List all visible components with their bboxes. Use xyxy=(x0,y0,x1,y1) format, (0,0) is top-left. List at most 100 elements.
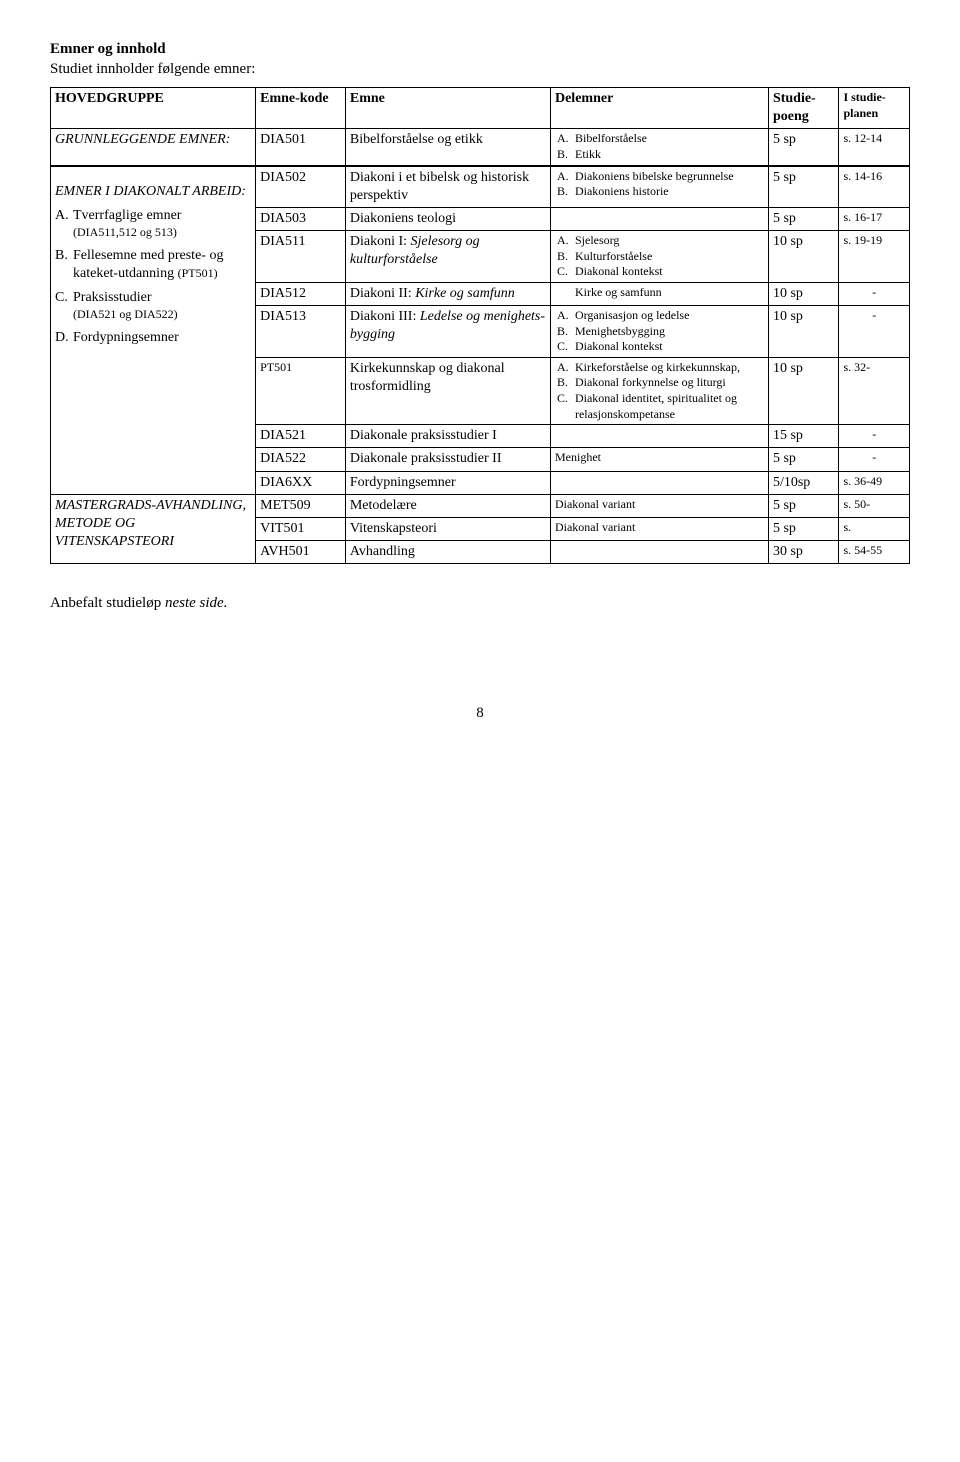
list-text: Diakoniens historie xyxy=(575,184,669,200)
list-text: Menighetsbygging xyxy=(575,324,665,340)
list-text: Fordypningsemner xyxy=(73,329,179,347)
paren-text: (PT501) xyxy=(178,266,218,280)
list-text: Kulturforståelse xyxy=(575,249,652,265)
delemner-cell: A.Kirkeforståelse og kirkekunnskap, B.Di… xyxy=(550,357,768,424)
list-text: Tverrfaglige emner xyxy=(73,207,181,225)
group2-title: EMNER I DIAKONALT ARBEID: xyxy=(55,183,251,201)
code-cell: VIT501 xyxy=(256,518,346,541)
plan-cell: - xyxy=(839,448,910,471)
list-marker: C. xyxy=(557,264,575,280)
emne-cell: Diakonale praksisstudier II xyxy=(345,448,550,471)
sp-cell: 5 sp xyxy=(768,129,839,166)
list-marker: B. xyxy=(557,184,575,200)
group-cell: GRUNNLEGGENDE EMNER: xyxy=(51,129,256,166)
bottom-note: Anbefalt studieløp neste side. xyxy=(50,594,910,614)
emne-cell: Vitenskapsteori xyxy=(345,518,550,541)
sp-cell: 5 sp xyxy=(768,518,839,541)
delemner-cell: Diakonal variant xyxy=(550,518,768,541)
plan-cell: s. 14-16 xyxy=(839,166,910,208)
plan-cell: s. 16-17 xyxy=(839,207,910,230)
delemner-cell: Menighet xyxy=(550,448,768,471)
list-text: Diakonal kontekst xyxy=(575,264,663,280)
col-header-emnekode: Emne-kode xyxy=(256,88,346,129)
emne-cell: Diakoni I: Sjelesorg og kulturforståelse xyxy=(345,231,550,283)
sp-cell: 15 sp xyxy=(768,425,839,448)
list-text: Diakonal kontekst xyxy=(575,339,663,355)
sp-cell: 10 sp xyxy=(768,306,839,358)
table-row: MASTERGRADS-AVHANDLING, METODE OG VITENS… xyxy=(51,494,910,517)
list-text: Sjelesorg xyxy=(575,233,619,249)
list-marker: A. xyxy=(55,207,73,225)
sp-cell: 5 sp xyxy=(768,448,839,471)
col-header-studiepoeng: Studie-poeng xyxy=(768,88,839,129)
emne-cell: Diakoni i et bibelsk og historisk perspe… xyxy=(345,166,550,208)
list-marker: A. xyxy=(557,233,575,249)
col-header-studieplanen: I studie-planen xyxy=(839,88,910,129)
paren-text: (DIA511,512 og 513) xyxy=(55,225,251,241)
delemner-cell: A.Organisasjon og ledelse B.Menighetsbyg… xyxy=(550,306,768,358)
plan-cell: s. 32- xyxy=(839,357,910,424)
code-cell: DIA511 xyxy=(256,231,346,283)
emne-cell: Diakoni III: Ledelse og menighets-byggin… xyxy=(345,306,550,358)
plan-cell: s. 54-55 xyxy=(839,541,910,564)
sp-cell: 10 sp xyxy=(768,357,839,424)
code-cell: DIA512 xyxy=(256,282,346,305)
emne-cell: Fordypningsemner xyxy=(345,471,550,494)
sp-cell: 5 sp xyxy=(768,494,839,517)
delemner-cell: Diakonal variant xyxy=(550,494,768,517)
delemner-cell: Kirke og samfunn xyxy=(550,282,768,305)
code-cell: DIA6XX xyxy=(256,471,346,494)
list-marker: B. xyxy=(557,249,575,265)
list-marker: A. xyxy=(557,169,575,185)
code-cell: DIA502 xyxy=(256,166,346,208)
list-text: Kirkeforståelse og kirkekunnskap, xyxy=(575,360,740,376)
sp-cell: 30 sp xyxy=(768,541,839,564)
code-cell: PT501 xyxy=(256,357,346,424)
emne-cell: Diakoni II: Kirke og samfunn xyxy=(345,282,550,305)
sp-cell: 5 sp xyxy=(768,166,839,208)
delemner-cell xyxy=(550,541,768,564)
code-cell: MET509 xyxy=(256,494,346,517)
list-text: Bibelforståelse xyxy=(575,131,647,147)
delemner-cell: A.Diakoniens bibelske begrunnelse B.Diak… xyxy=(550,166,768,208)
plan-cell: s. 12-14 xyxy=(839,129,910,166)
list-text: Diakoniens bibelske begrunnelse xyxy=(575,169,734,185)
sp-cell: 10 sp xyxy=(768,231,839,283)
sp-cell: 5/10sp xyxy=(768,471,839,494)
list-marker: A. xyxy=(557,360,575,376)
delemner-cell: A.Bibelforståelse B.Etikk xyxy=(550,129,768,166)
list-marker: B. xyxy=(557,147,575,163)
plan-cell: s. 36-49 xyxy=(839,471,910,494)
code-cell: AVH501 xyxy=(256,541,346,564)
col-header-hovedgruppe: HOVEDGRUPPE xyxy=(51,88,256,129)
curriculum-table: HOVEDGRUPPE Emne-kode Emne Delemner Stud… xyxy=(50,87,910,564)
list-text: Praksisstudier xyxy=(73,289,152,307)
delemner-cell xyxy=(550,207,768,230)
list-marker: C. xyxy=(557,391,575,422)
col-header-delemner: Delemner xyxy=(550,88,768,129)
code-cell: DIA521 xyxy=(256,425,346,448)
page-number: 8 xyxy=(50,704,910,724)
plan-cell: - xyxy=(839,306,910,358)
list-text: Diakonal forkynnelse og liturgi xyxy=(575,375,726,391)
list-text: Etikk xyxy=(575,147,601,163)
intro-text: Studiet innholder følgende emner: xyxy=(50,60,910,80)
list-marker: D. xyxy=(55,329,73,347)
emne-cell: Kirkekunnskap og diakonal trosformidling xyxy=(345,357,550,424)
delemner-cell xyxy=(550,471,768,494)
code-cell: DIA501 xyxy=(256,129,346,166)
delemner-cell xyxy=(550,425,768,448)
emne-cell: Avhandling xyxy=(345,541,550,564)
section-heading: Emner og innhold xyxy=(50,40,910,60)
sp-cell: 10 sp xyxy=(768,282,839,305)
code-cell: DIA522 xyxy=(256,448,346,471)
table-header-row: HOVEDGRUPPE Emne-kode Emne Delemner Stud… xyxy=(51,88,910,129)
list-text: Diakonal identitet, spiritualitet og rel… xyxy=(575,391,764,422)
plan-cell: - xyxy=(839,282,910,305)
paren-text: (DIA521 og DIA522) xyxy=(55,307,251,323)
plan-cell: s. 19-19 xyxy=(839,231,910,283)
group-cell: MASTERGRADS-AVHANDLING, METODE OG VITENS… xyxy=(51,494,256,564)
code-cell: DIA513 xyxy=(256,306,346,358)
emne-cell: Bibelforståelse og etikk xyxy=(345,129,550,166)
bottom-note-italic: neste side. xyxy=(165,595,227,611)
